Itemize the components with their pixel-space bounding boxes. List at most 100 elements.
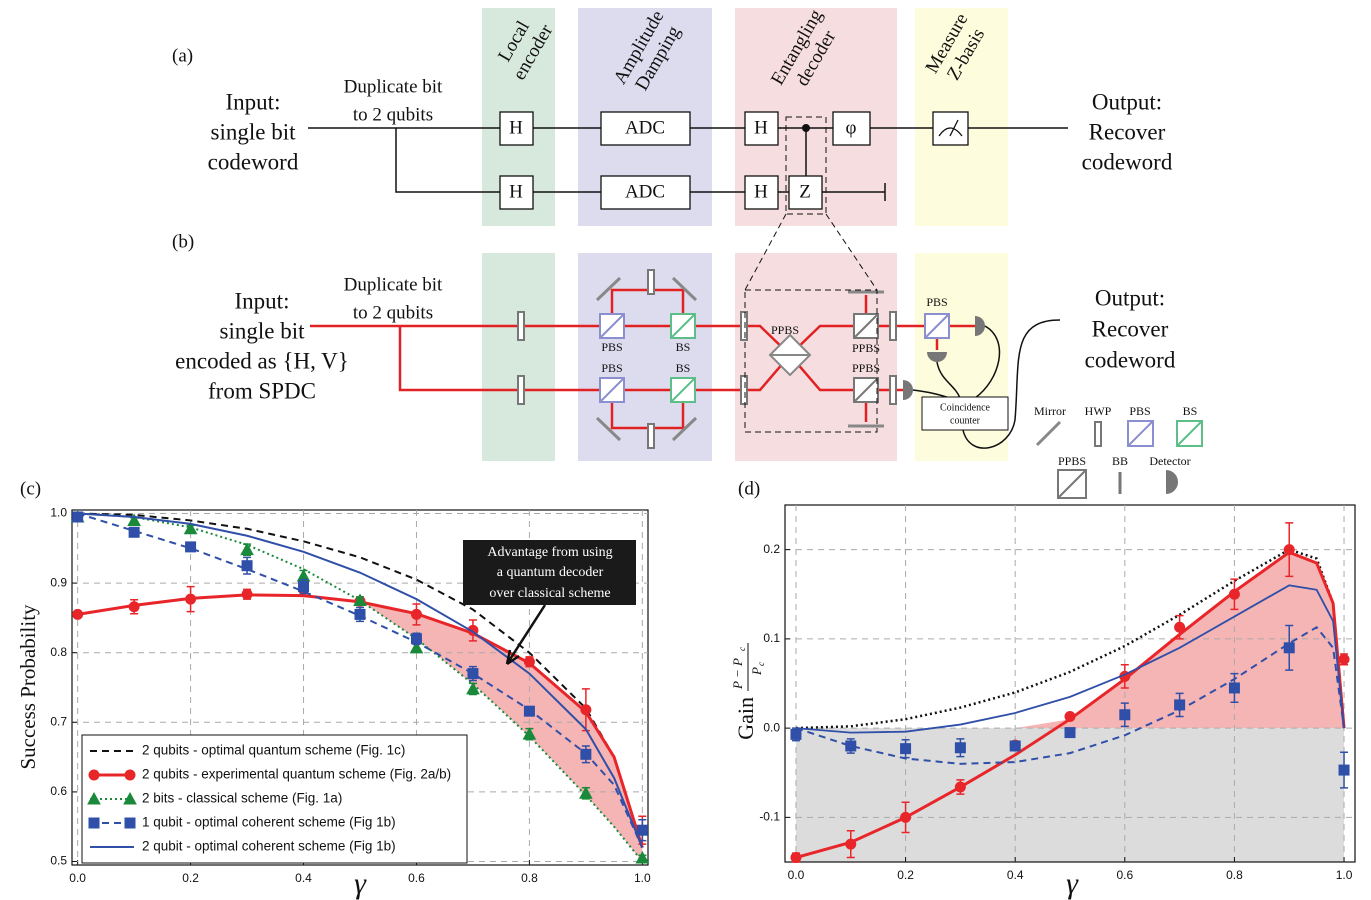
dashed-box xyxy=(744,289,878,433)
gate-label: ADC xyxy=(625,181,665,202)
duplicate-text: to 2 qubits xyxy=(353,104,433,125)
point xyxy=(354,608,366,620)
counter-box xyxy=(921,396,1009,431)
legend-label: 2 qubit - optimal coherent scheme (Fig 1… xyxy=(142,839,396,854)
x-tick-label: 1.0 xyxy=(1336,868,1353,882)
negative-region xyxy=(795,728,1345,862)
input-text: from SPDC xyxy=(208,378,316,403)
component-label: PPBS xyxy=(852,361,880,375)
gate xyxy=(499,111,534,146)
point xyxy=(1174,699,1186,711)
legend-label: 1 qubit - optimal coherent scheme (Fig 1… xyxy=(142,815,396,830)
component-label: BS xyxy=(676,361,691,375)
gate xyxy=(600,175,691,210)
component-label: PBS xyxy=(601,361,622,375)
point xyxy=(410,633,422,645)
output-text: codeword xyxy=(1085,347,1176,372)
output-text: Recover xyxy=(1089,119,1166,144)
point xyxy=(635,850,650,864)
legend-label: 2 qubits - optimal quantum scheme (Fig. … xyxy=(142,743,405,758)
legend-text: BS xyxy=(1183,404,1198,418)
legend-marker xyxy=(124,769,136,781)
point xyxy=(410,608,422,620)
annotation-text: a quantum decoder xyxy=(497,565,604,580)
point xyxy=(185,541,197,553)
gate-label: H xyxy=(509,181,523,202)
point xyxy=(240,542,254,556)
gate xyxy=(788,175,823,210)
point xyxy=(127,513,141,526)
legend-marker xyxy=(123,791,137,805)
gate xyxy=(832,111,871,146)
point xyxy=(1228,588,1240,600)
point xyxy=(523,656,535,668)
plot-frame xyxy=(784,504,1356,863)
counter-label: Coincidence xyxy=(940,402,991,413)
y-axis-label: Success Probability xyxy=(16,604,40,770)
point xyxy=(790,852,802,864)
y-axis-label: Gain P − P c P c xyxy=(730,643,766,740)
series-line xyxy=(77,512,644,848)
point xyxy=(900,743,912,755)
gate-label: H xyxy=(754,117,768,138)
gate-label: H xyxy=(509,117,523,138)
panel-label: (a) xyxy=(172,45,193,66)
output-text: Recover xyxy=(1092,316,1169,341)
x-tick-label: 0.2 xyxy=(897,868,914,882)
point xyxy=(183,521,198,535)
annotation-text: Advantage from using xyxy=(487,545,612,560)
point xyxy=(1174,621,1186,633)
legend-box xyxy=(81,734,468,864)
point xyxy=(185,593,197,605)
legend-text: BB xyxy=(1112,454,1128,468)
x-tick-label: 0.8 xyxy=(1226,868,1243,882)
point xyxy=(409,640,424,654)
point xyxy=(1338,653,1350,665)
meter xyxy=(932,111,969,146)
legend-marker xyxy=(88,817,100,829)
gate-label: ADC xyxy=(625,117,665,138)
point xyxy=(72,608,84,620)
point xyxy=(128,601,140,613)
x-tick-label: 0.8 xyxy=(521,871,538,885)
point xyxy=(1009,740,1021,752)
formula-sub: c xyxy=(737,647,747,651)
y-tick-label: 0.1 xyxy=(763,631,780,645)
x-tick-label: 0.2 xyxy=(182,871,199,885)
series-line xyxy=(77,512,644,863)
gate xyxy=(744,111,779,146)
point xyxy=(1064,727,1076,739)
legend-text: PPBS xyxy=(1058,454,1086,468)
x-axis-label: γ xyxy=(1066,867,1079,900)
duplicate-text: to 2 qubits xyxy=(353,302,433,323)
legend-marker xyxy=(124,817,136,829)
component-label: PPBS xyxy=(852,341,880,355)
series-line xyxy=(795,625,1346,765)
point xyxy=(467,668,479,680)
legend-text: Detector xyxy=(1149,454,1190,468)
counter-label: counter xyxy=(950,415,981,426)
input-text: encoded as {H, V} xyxy=(175,348,349,373)
gate xyxy=(499,175,534,210)
zoom-lines xyxy=(744,213,878,291)
x-tick-label: 0.0 xyxy=(788,868,805,882)
output-text: Output: xyxy=(1095,285,1165,310)
point xyxy=(298,581,310,593)
x-tick-label: 0.4 xyxy=(295,871,312,885)
point xyxy=(1338,764,1350,776)
y-tick-label: 0.8 xyxy=(50,645,67,659)
y-tick-label: 1.0 xyxy=(50,506,67,520)
legend-marker xyxy=(87,791,101,805)
input-text: single bit xyxy=(211,119,297,144)
control-dot xyxy=(802,124,810,132)
chart: (d) 0.0 0.2 0.4 0.6 0.8 1.0 -0.1 0.0 0.1 0.2 γ xyxy=(738,478,1356,900)
plot-frame xyxy=(71,509,649,866)
point xyxy=(466,681,480,695)
point xyxy=(954,781,966,793)
output-text: Output: xyxy=(1092,89,1162,114)
point xyxy=(523,705,535,717)
x-tick-label: 0.4 xyxy=(1007,868,1024,882)
y-tick-label: 0.0 xyxy=(763,720,780,734)
annotation: Advantage from using a quantum decoder o… xyxy=(463,540,636,605)
point xyxy=(845,740,857,752)
